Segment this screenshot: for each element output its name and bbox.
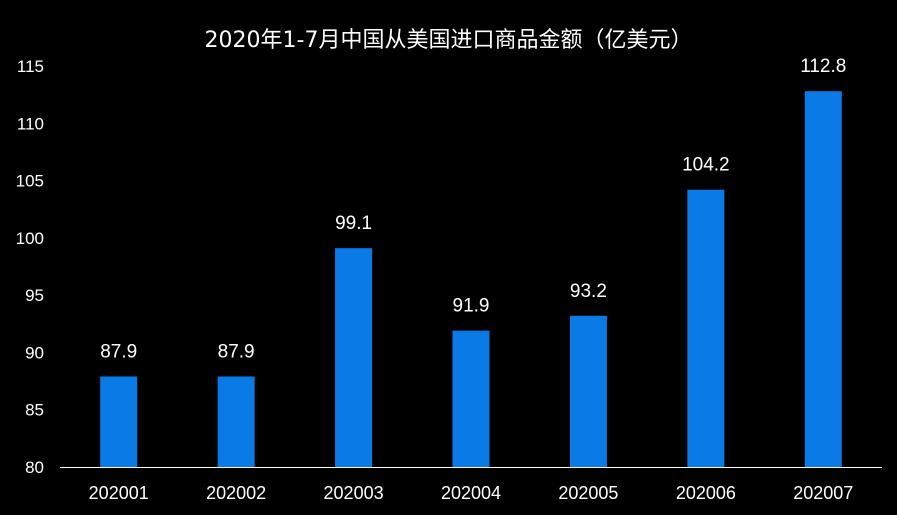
bar — [217, 376, 255, 467]
x-tick-label: 202007 — [793, 483, 853, 503]
bar — [804, 91, 842, 467]
x-tick-label: 202001 — [89, 483, 149, 503]
data-label: 93.2 — [570, 281, 607, 302]
y-tick-label: 90 — [25, 343, 44, 362]
data-label: 104.2 — [682, 155, 730, 176]
y-tick-label: 85 — [25, 401, 44, 420]
y-tick-label: 100 — [16, 229, 44, 248]
x-tick-label: 202003 — [324, 483, 384, 503]
x-tick-label: 202004 — [441, 483, 501, 503]
data-label: 87.9 — [100, 341, 137, 362]
y-tick-label: 80 — [25, 458, 44, 477]
x-tick-label: 202006 — [676, 483, 736, 503]
data-label: 91.9 — [453, 296, 490, 317]
bar — [335, 248, 373, 467]
x-tick-label: 202002 — [206, 483, 266, 503]
bar — [687, 189, 725, 468]
y-tick-label: 95 — [25, 286, 44, 305]
y-tick-label: 110 — [17, 114, 44, 133]
bar — [452, 330, 490, 467]
x-tick-label: 202005 — [558, 483, 618, 503]
data-label: 87.9 — [218, 341, 255, 362]
bar — [569, 315, 607, 467]
y-tick-label: 115 — [17, 57, 44, 76]
data-label: 99.1 — [335, 213, 372, 234]
bar — [100, 376, 138, 467]
y-tick-label: 105 — [16, 172, 44, 191]
chart-title: 2020年1-7月中国从美国进口商品金额（亿美元） — [204, 28, 693, 53]
data-label: 112.8 — [800, 56, 846, 77]
